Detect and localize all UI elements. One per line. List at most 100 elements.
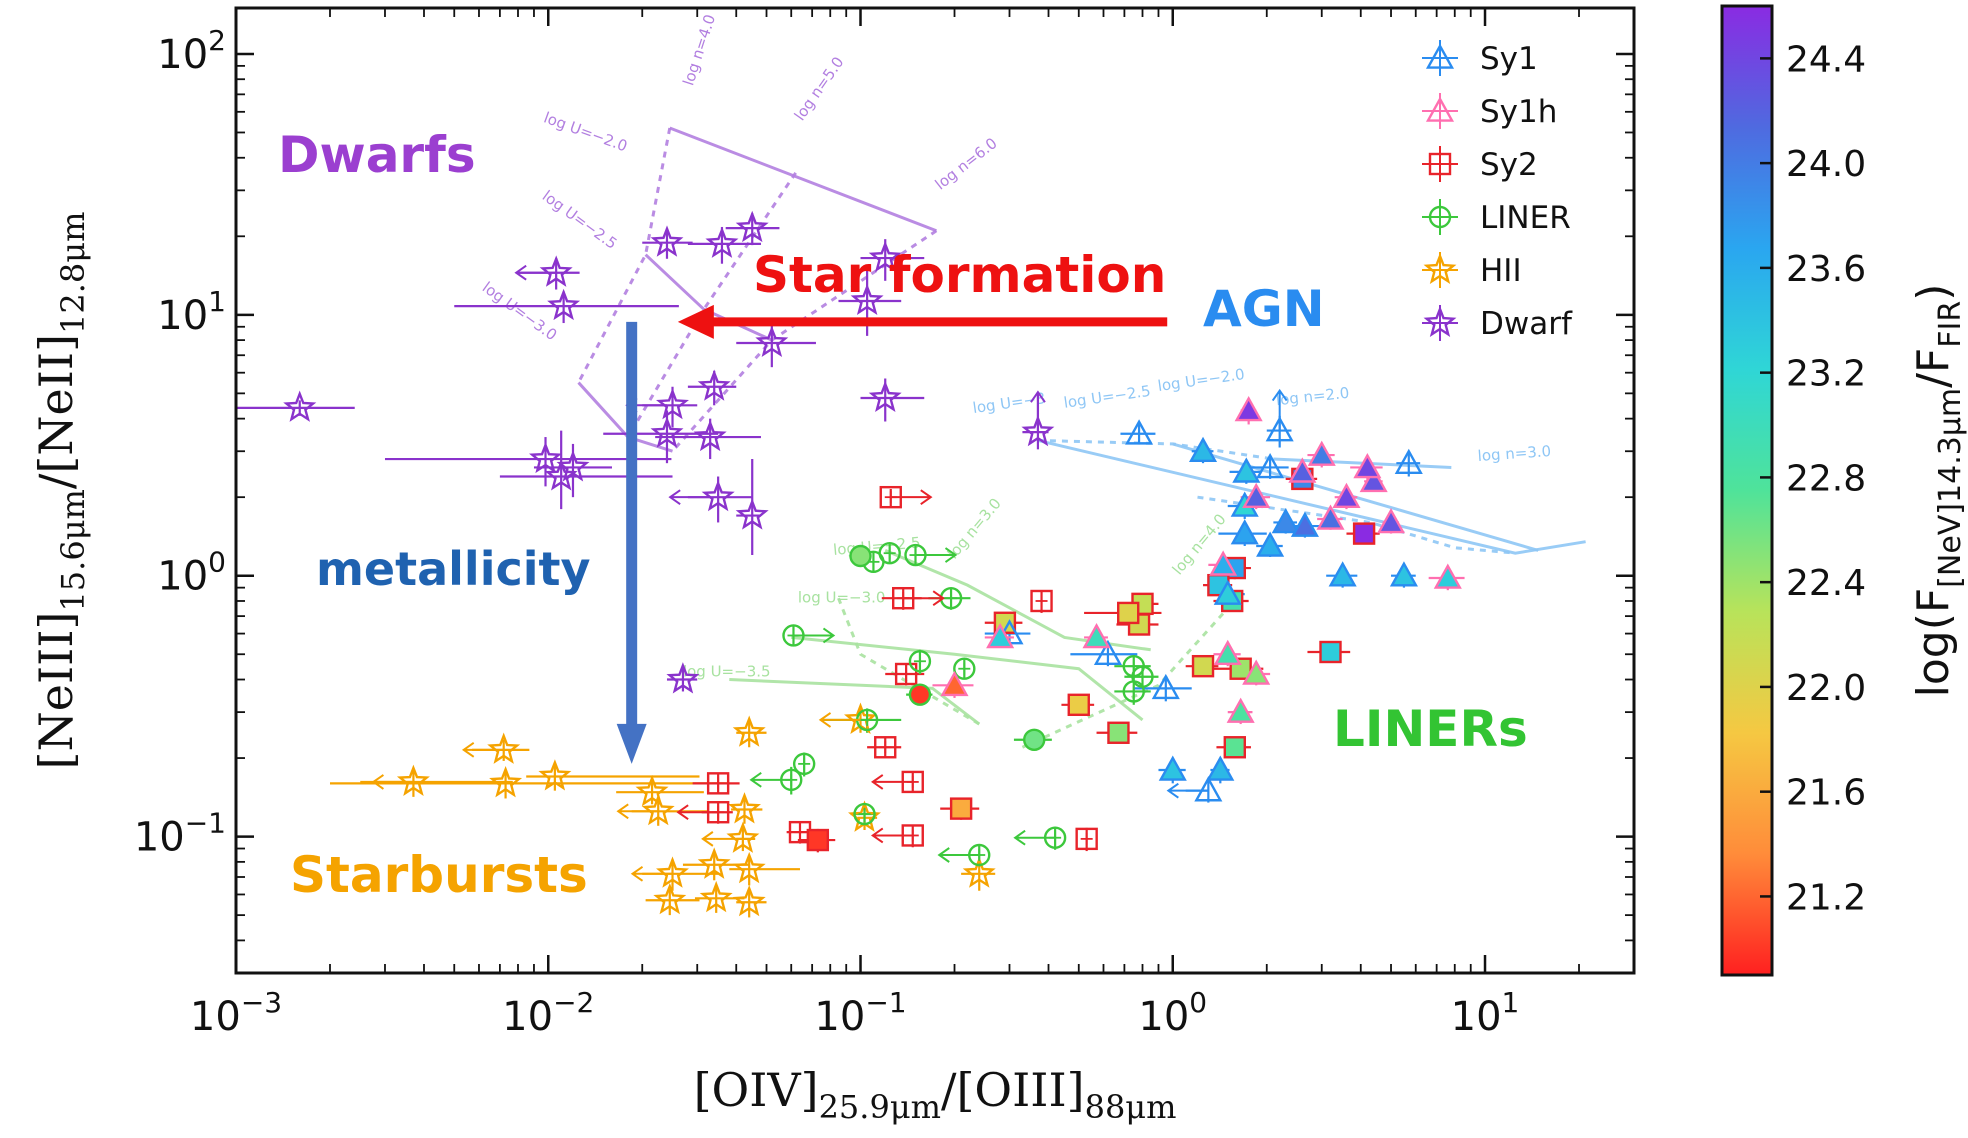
dwarf-model-grid-u-line-0 — [669, 126, 937, 233]
dwarf-point-4 — [705, 226, 739, 258]
agn-model-grid-label-1: log U=−2.5 — [1063, 382, 1152, 412]
limit-arrow-14 — [676, 804, 719, 821]
dwarf-point-11 — [529, 441, 562, 474]
y-tick-label-0: 10−1 — [134, 807, 226, 861]
y-tick-label-2: 101 — [157, 285, 226, 339]
dwarf-point-13 — [556, 450, 590, 482]
colorbar-tick-label-4: 22.8 — [1786, 458, 1866, 499]
sy2-point-17 — [1117, 601, 1140, 625]
agn-model-grid-label-0: log U=−3 — [972, 389, 1047, 417]
dwarf-errorbar-15 — [736, 459, 761, 556]
legend-marker-hii — [1423, 252, 1457, 284]
colorbar-tick-label-3: 22.4 — [1786, 563, 1866, 604]
sy2-point-11 — [806, 828, 830, 852]
hii-point-12 — [653, 882, 687, 915]
sy1h-point-13 — [940, 670, 969, 697]
legend-entry-sy2: Sy2 — [1422, 146, 1538, 183]
limit-arrow-10 — [890, 489, 933, 505]
sy1h-point-10 — [1226, 697, 1255, 723]
limit-arrow-12 — [871, 774, 913, 790]
legend-entry-liner: LINER — [1422, 199, 1571, 236]
series-sy1 — [995, 416, 1423, 802]
legend-marker-sy1h — [1425, 96, 1455, 122]
dwarf-point-18 — [850, 283, 884, 315]
sy1-point-0 — [1125, 419, 1154, 445]
x-tick-label-1: 10−2 — [502, 986, 594, 1040]
sy1-point-6 — [1151, 673, 1180, 700]
hii-point-2 — [396, 764, 430, 797]
limit-arrow-6 — [616, 803, 659, 820]
sy1-point-14 — [1389, 561, 1418, 587]
annotation-liners: LINERs — [1333, 700, 1528, 758]
dwarf-errorbar-12 — [499, 430, 673, 510]
agn-model-grid-n-line-1 — [1197, 495, 1516, 555]
sy2-point-10 — [1075, 827, 1098, 851]
hii-point-13 — [699, 880, 733, 913]
liner-point-18 — [1023, 728, 1046, 751]
dwarf-point-8 — [697, 369, 731, 401]
limit-arrow-19 — [1013, 829, 1056, 846]
hii-point-14 — [732, 884, 766, 917]
legend-entry-hii: HII — [1422, 252, 1522, 289]
colorbar-tick-label-1: 21.6 — [1786, 773, 1866, 814]
legend-entry-dwarf: Dwarf — [1422, 305, 1573, 342]
dwarf-model-grid-label-2: log U=−3.0 — [479, 278, 560, 344]
liner-point-15 — [1131, 665, 1154, 688]
legend-marker-dwarf — [1423, 305, 1457, 337]
star-formation-arrow-head — [677, 304, 714, 339]
limit-arrow-13 — [871, 827, 913, 844]
dwarf-model-grid-u-line-2 — [577, 381, 673, 453]
dwarf-errorbar-3 — [642, 228, 693, 259]
hii-errorbar-3 — [526, 763, 700, 791]
limit-arrow-3 — [1030, 390, 1046, 433]
sy2-point-2 — [894, 662, 918, 686]
sy1h-point-1 — [1288, 457, 1317, 483]
x-tick-label-3: 100 — [1138, 986, 1207, 1040]
dwarf-point-14 — [701, 479, 735, 512]
dwarf-model-grid-n-line-0 — [577, 127, 672, 384]
sy1h-point-6 — [1242, 482, 1271, 508]
dwarf-point-9 — [650, 416, 684, 448]
colorbar-tick-label-2: 22.0 — [1786, 668, 1866, 709]
y-axis-label: [NeIII]15.6μm/[NeII]12.8μm — [29, 212, 92, 770]
sy1h-point-12 — [986, 622, 1015, 649]
liner-point-17 — [908, 683, 932, 706]
limit-arrow-2 — [668, 489, 711, 505]
legend-marker-liner — [1428, 205, 1452, 229]
dwarf-model-grid-label-4: log n=5.0 — [791, 53, 848, 124]
sy2-point-12 — [949, 797, 973, 820]
dwarf-point-19 — [1021, 414, 1055, 447]
sy1-point-1 — [1194, 776, 1223, 802]
dwarf-point-0 — [283, 390, 317, 422]
dwarf-point-3 — [650, 225, 684, 257]
sy1h-point-3 — [1359, 466, 1388, 493]
liner-point-8 — [792, 752, 816, 776]
colorbar-tick-label-6: 23.6 — [1786, 249, 1866, 290]
colorbar-label: log(F[NeV]14.3μm/FFIR) — [1908, 284, 1968, 698]
sy1h-point-15 — [1213, 639, 1242, 666]
annotation-star-formation: Star formation — [753, 246, 1166, 304]
colorbar-tick-label-7: 24.0 — [1786, 144, 1866, 185]
hii-point-1 — [489, 765, 523, 798]
sy1h-point-8 — [1433, 563, 1462, 589]
sy2-point-18 — [1107, 721, 1130, 744]
hii-point-5 — [641, 793, 675, 826]
star-formation-arrow — [677, 304, 1168, 339]
annotation-metallicity: metallicity — [316, 542, 590, 596]
dwarf-model-grid-label-1: log U=−2.5 — [539, 187, 620, 253]
hii-point-8 — [726, 821, 760, 853]
limit-arrow-5 — [371, 774, 414, 790]
sy1h-point-16 — [1353, 452, 1382, 479]
liner-model-grid-u-line-2 — [729, 678, 981, 726]
sy1h-point-5 — [1307, 440, 1336, 466]
dwarf-model-grid-label-3: log n=4.0 — [679, 12, 719, 88]
dwarf-point-6 — [755, 325, 789, 357]
sy1h-point-14 — [1242, 659, 1271, 685]
sy2-point-7 — [706, 772, 730, 795]
x-tick-label-0: 10−3 — [190, 986, 282, 1040]
series-sy1h — [940, 395, 1462, 723]
dwarf-point-7 — [656, 387, 689, 420]
sy2-point-27 — [1352, 522, 1376, 545]
